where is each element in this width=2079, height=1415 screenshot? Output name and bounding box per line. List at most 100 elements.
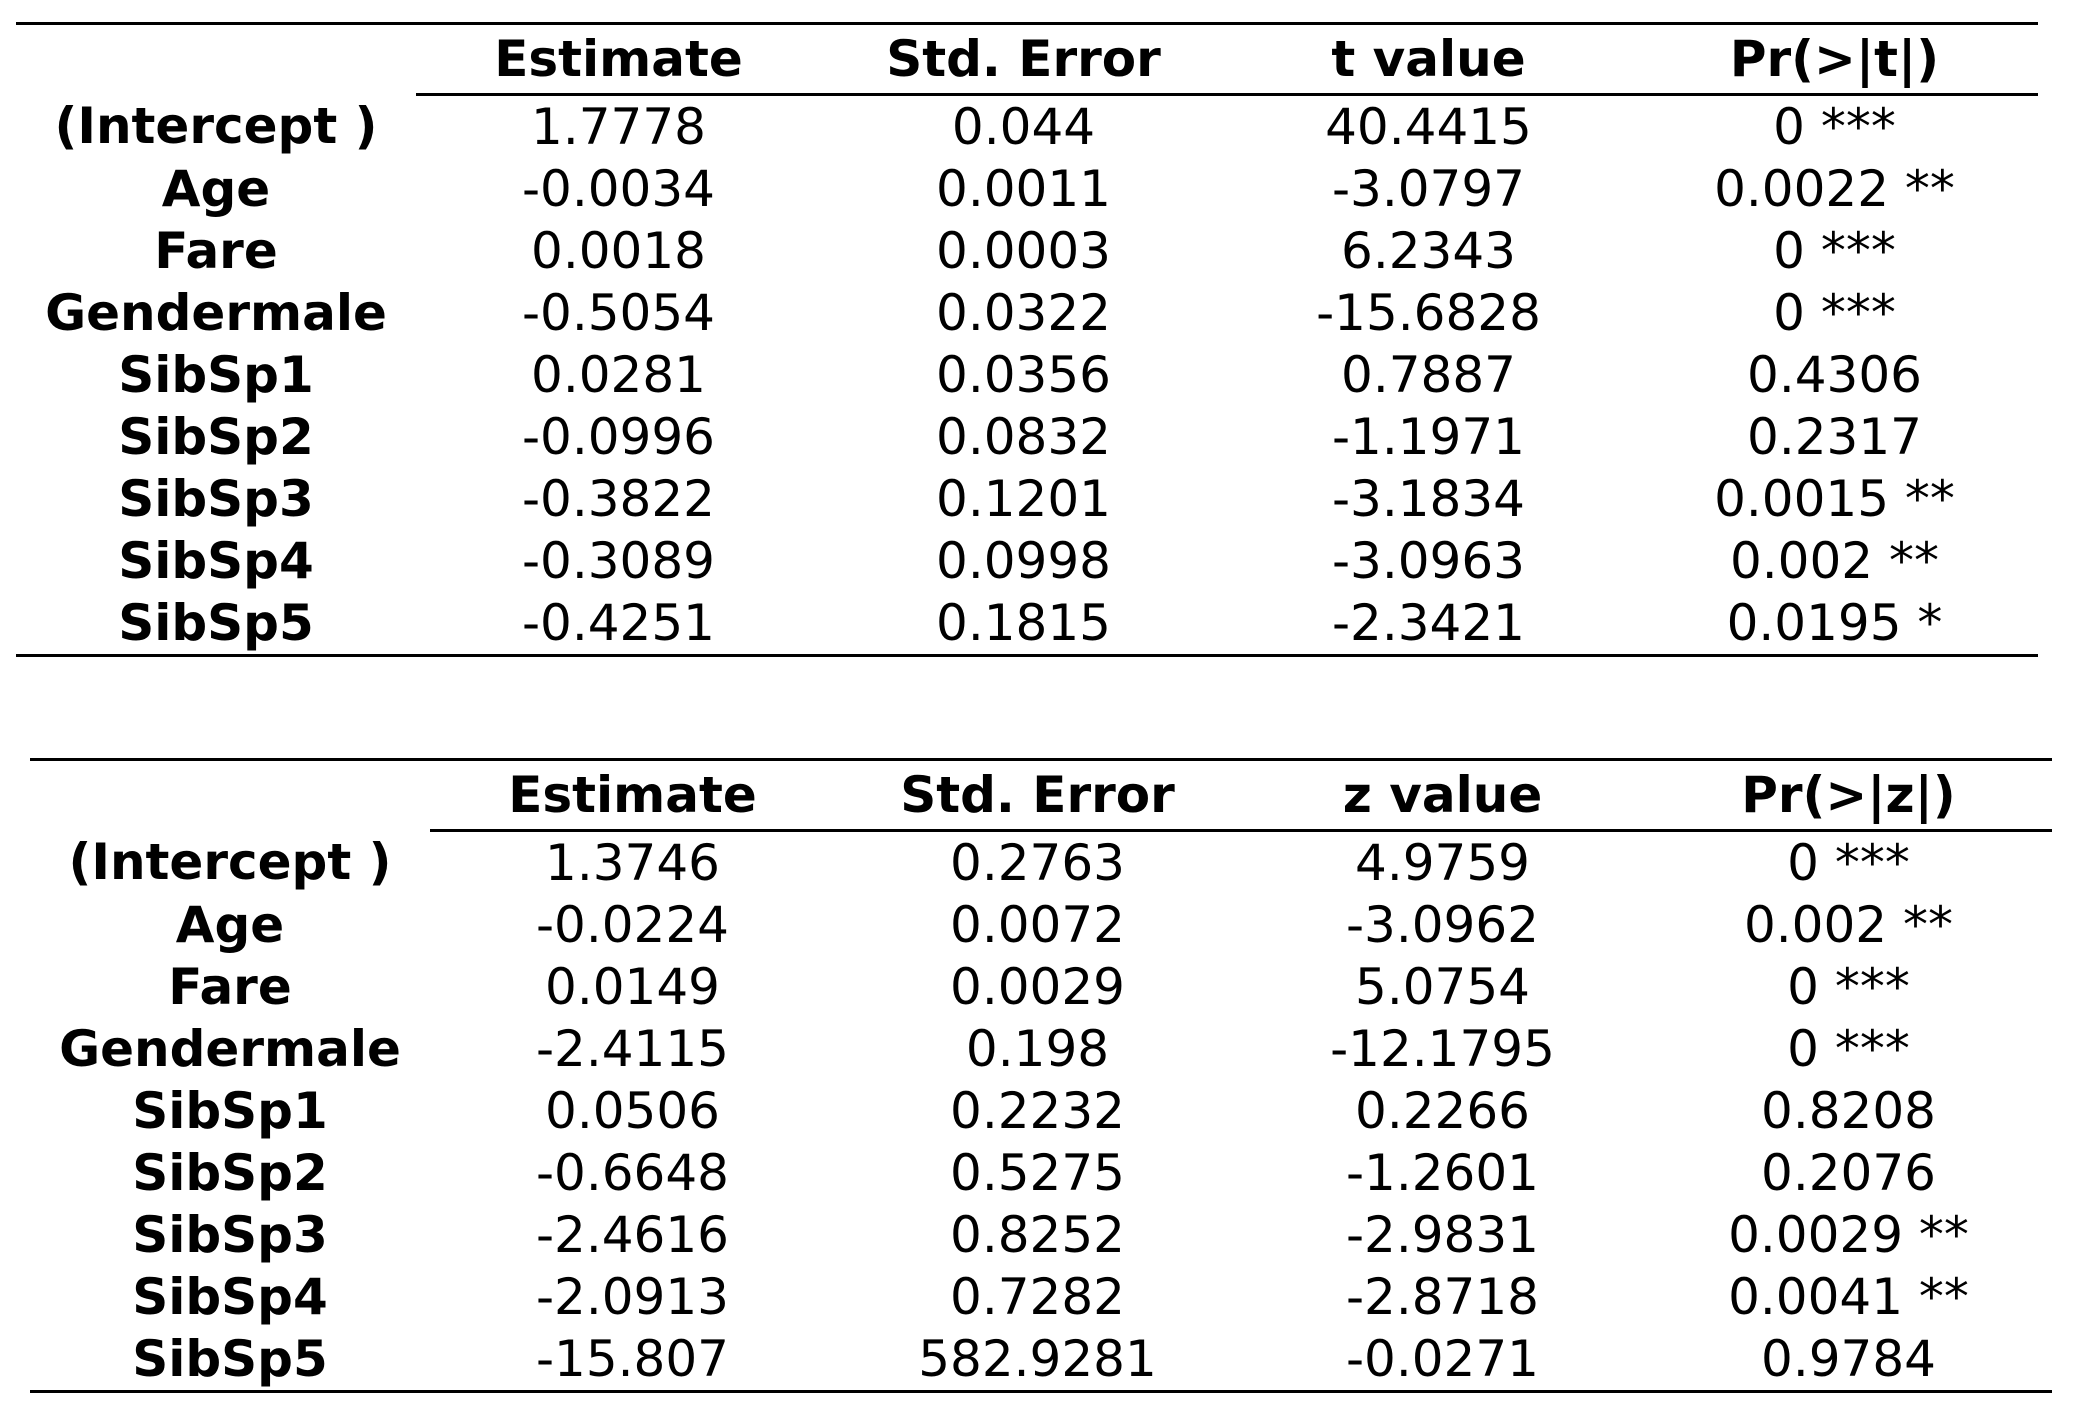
row-label: SibSp3 [118, 470, 314, 528]
header-z-value: z value [1240, 759, 1645, 832]
stat-cell: -0.0271 [1346, 1330, 1539, 1388]
p-value-cell: 0.0041 ** [1728, 1268, 1969, 1326]
row-label: SibSp1 [118, 346, 314, 404]
estimate-cell: 1.7778 [531, 98, 706, 156]
std-error-cell: 0.1815 [936, 594, 1111, 652]
row-label: Gendermale [59, 1020, 401, 1078]
p-value-cell: 0.0022 ** [1714, 160, 1955, 218]
header-std-error: Std. Error [821, 23, 1226, 96]
estimate-cell: -0.3822 [522, 470, 715, 528]
row-label: Gendermale [45, 284, 387, 342]
header-estimate: Estimate [430, 759, 835, 832]
row-label: Age [175, 896, 285, 954]
p-value-cell: 0.9784 [1761, 1330, 1936, 1388]
row-label: SibSp4 [118, 532, 314, 590]
table-row: SibSp1 0.0281 0.0356 0.7887 0.4306 [16, 344, 2038, 406]
stat-cell: -3.0962 [1346, 896, 1539, 954]
std-error-cell: 0.2232 [950, 1082, 1125, 1140]
table-header-row: Estimate Std. Error z value Pr(>|z|) [30, 759, 2052, 832]
header-empty-cell [30, 760, 430, 831]
estimate-cell: 0.0018 [531, 222, 706, 280]
estimate-cell: -2.4115 [536, 1020, 729, 1078]
estimate-cell: -2.0913 [536, 1268, 729, 1326]
stat-cell: -2.3421 [1332, 594, 1525, 652]
estimate-cell: -0.3089 [522, 532, 715, 590]
std-error-cell: 0.1201 [936, 470, 1111, 528]
estimate-cell: 0.0506 [545, 1082, 720, 1140]
stat-cell: 40.4415 [1325, 98, 1532, 156]
table-row: (Intercept ) 1.3746 0.2763 4.9759 0 *** [30, 831, 2052, 895]
p-value-cell: 0.002 ** [1743, 896, 1954, 954]
p-value-cell: 0.8208 [1761, 1082, 1936, 1140]
header-estimate: Estimate [416, 23, 821, 96]
std-error-cell: 0.198 [965, 1020, 1110, 1078]
p-value-cell: 0.002 ** [1729, 532, 1940, 590]
std-error-cell: 0.7282 [950, 1268, 1125, 1326]
row-label: SibSp1 [132, 1082, 328, 1140]
std-error-cell: 0.0322 [936, 284, 1111, 342]
row-label: SibSp4 [132, 1268, 328, 1326]
std-error-cell: 0.0072 [950, 896, 1125, 954]
p-value-cell: 0 *** [1773, 222, 1896, 280]
row-label: Fare [154, 222, 278, 280]
stat-cell: -3.0797 [1332, 160, 1525, 218]
stat-cell: 0.7887 [1341, 346, 1516, 404]
estimate-cell: 1.3746 [545, 834, 720, 892]
stat-cell: 4.9759 [1355, 834, 1530, 892]
stat-cell: 0.2266 [1355, 1082, 1530, 1140]
row-label: Fare [168, 958, 292, 1016]
table-row: Gendermale -0.5054 0.0322 -15.6828 0 *** [16, 282, 2038, 344]
estimate-cell: -0.0224 [536, 896, 729, 954]
row-label: SibSp5 [118, 594, 314, 652]
estimate-cell: 0.0281 [531, 346, 706, 404]
table-row: Age -0.0034 0.0011 -3.0797 0.0022 ** [16, 158, 2038, 220]
std-error-cell: 0.2763 [950, 834, 1125, 892]
estimate-cell: -0.0034 [522, 160, 715, 218]
estimate-cell: -15.807 [536, 1330, 729, 1388]
row-label: (Intercept ) [68, 833, 392, 892]
row-label: SibSp5 [132, 1330, 328, 1388]
estimate-cell: 0.0149 [545, 958, 720, 1016]
stat-cell: -15.6828 [1316, 284, 1541, 342]
regression-table-logistic: Estimate Std. Error z value Pr(>|z|) (In… [30, 758, 2052, 1393]
header-p-value: Pr(>|z|) [1645, 759, 2052, 832]
p-value-cell: 0 *** [1787, 958, 1910, 1016]
table-row: SibSp5 -0.4251 0.1815 -2.3421 0.0195 * [16, 592, 2038, 656]
std-error-cell: 0.0003 [936, 222, 1111, 280]
stat-cell: 6.2343 [1341, 222, 1516, 280]
table-header-row: Estimate Std. Error t value Pr(>|t|) [16, 23, 2038, 96]
std-error-cell: 582.9281 [918, 1330, 1157, 1388]
header-std-error: Std. Error [835, 759, 1240, 832]
header-empty-cell [16, 24, 416, 95]
stat-cell: -3.1834 [1332, 470, 1525, 528]
row-label: Age [161, 160, 271, 218]
table-row: SibSp2 -0.6648 0.5275 -1.2601 0.2076 [30, 1142, 2052, 1204]
estimate-cell: -0.4251 [522, 594, 715, 652]
std-error-cell: 0.8252 [950, 1206, 1125, 1264]
table-row: SibSp4 -0.3089 0.0998 -3.0963 0.002 ** [16, 530, 2038, 592]
row-label: (Intercept ) [54, 97, 378, 156]
std-error-cell: 0.0832 [936, 408, 1111, 466]
estimate-cell: -2.4616 [536, 1206, 729, 1264]
estimate-cell: -0.0996 [522, 408, 715, 466]
p-value-cell: 0 *** [1773, 284, 1896, 342]
p-value-cell: 0.0029 ** [1728, 1206, 1969, 1264]
stat-cell: -2.9831 [1346, 1206, 1539, 1264]
stat-cell: -1.1971 [1332, 408, 1525, 466]
p-value-cell: 0 *** [1787, 1020, 1910, 1078]
stat-cell: -1.2601 [1346, 1144, 1539, 1202]
std-error-cell: 0.0029 [950, 958, 1125, 1016]
table-row: SibSp1 0.0506 0.2232 0.2266 0.8208 [30, 1080, 2052, 1142]
table-row: SibSp2 -0.0996 0.0832 -1.1971 0.2317 [16, 406, 2038, 468]
std-error-cell: 0.044 [951, 98, 1096, 156]
regression-table-linear: Estimate Std. Error t value Pr(>|t|) (In… [16, 22, 2038, 657]
std-error-cell: 0.0998 [936, 532, 1111, 590]
table-row: SibSp4 -2.0913 0.7282 -2.8718 0.0041 ** [30, 1266, 2052, 1328]
p-value-cell: 0.0195 * [1726, 594, 1943, 652]
table-row: SibSp3 -0.3822 0.1201 -3.1834 0.0015 ** [16, 468, 2038, 530]
p-value-cell: 0.2076 [1761, 1144, 1936, 1202]
p-value-cell: 0 *** [1773, 98, 1896, 156]
table-row: Gendermale -2.4115 0.198 -12.1795 0 *** [30, 1018, 2052, 1080]
p-value-cell: 0 *** [1787, 834, 1910, 892]
stat-cell: -12.1795 [1330, 1020, 1555, 1078]
